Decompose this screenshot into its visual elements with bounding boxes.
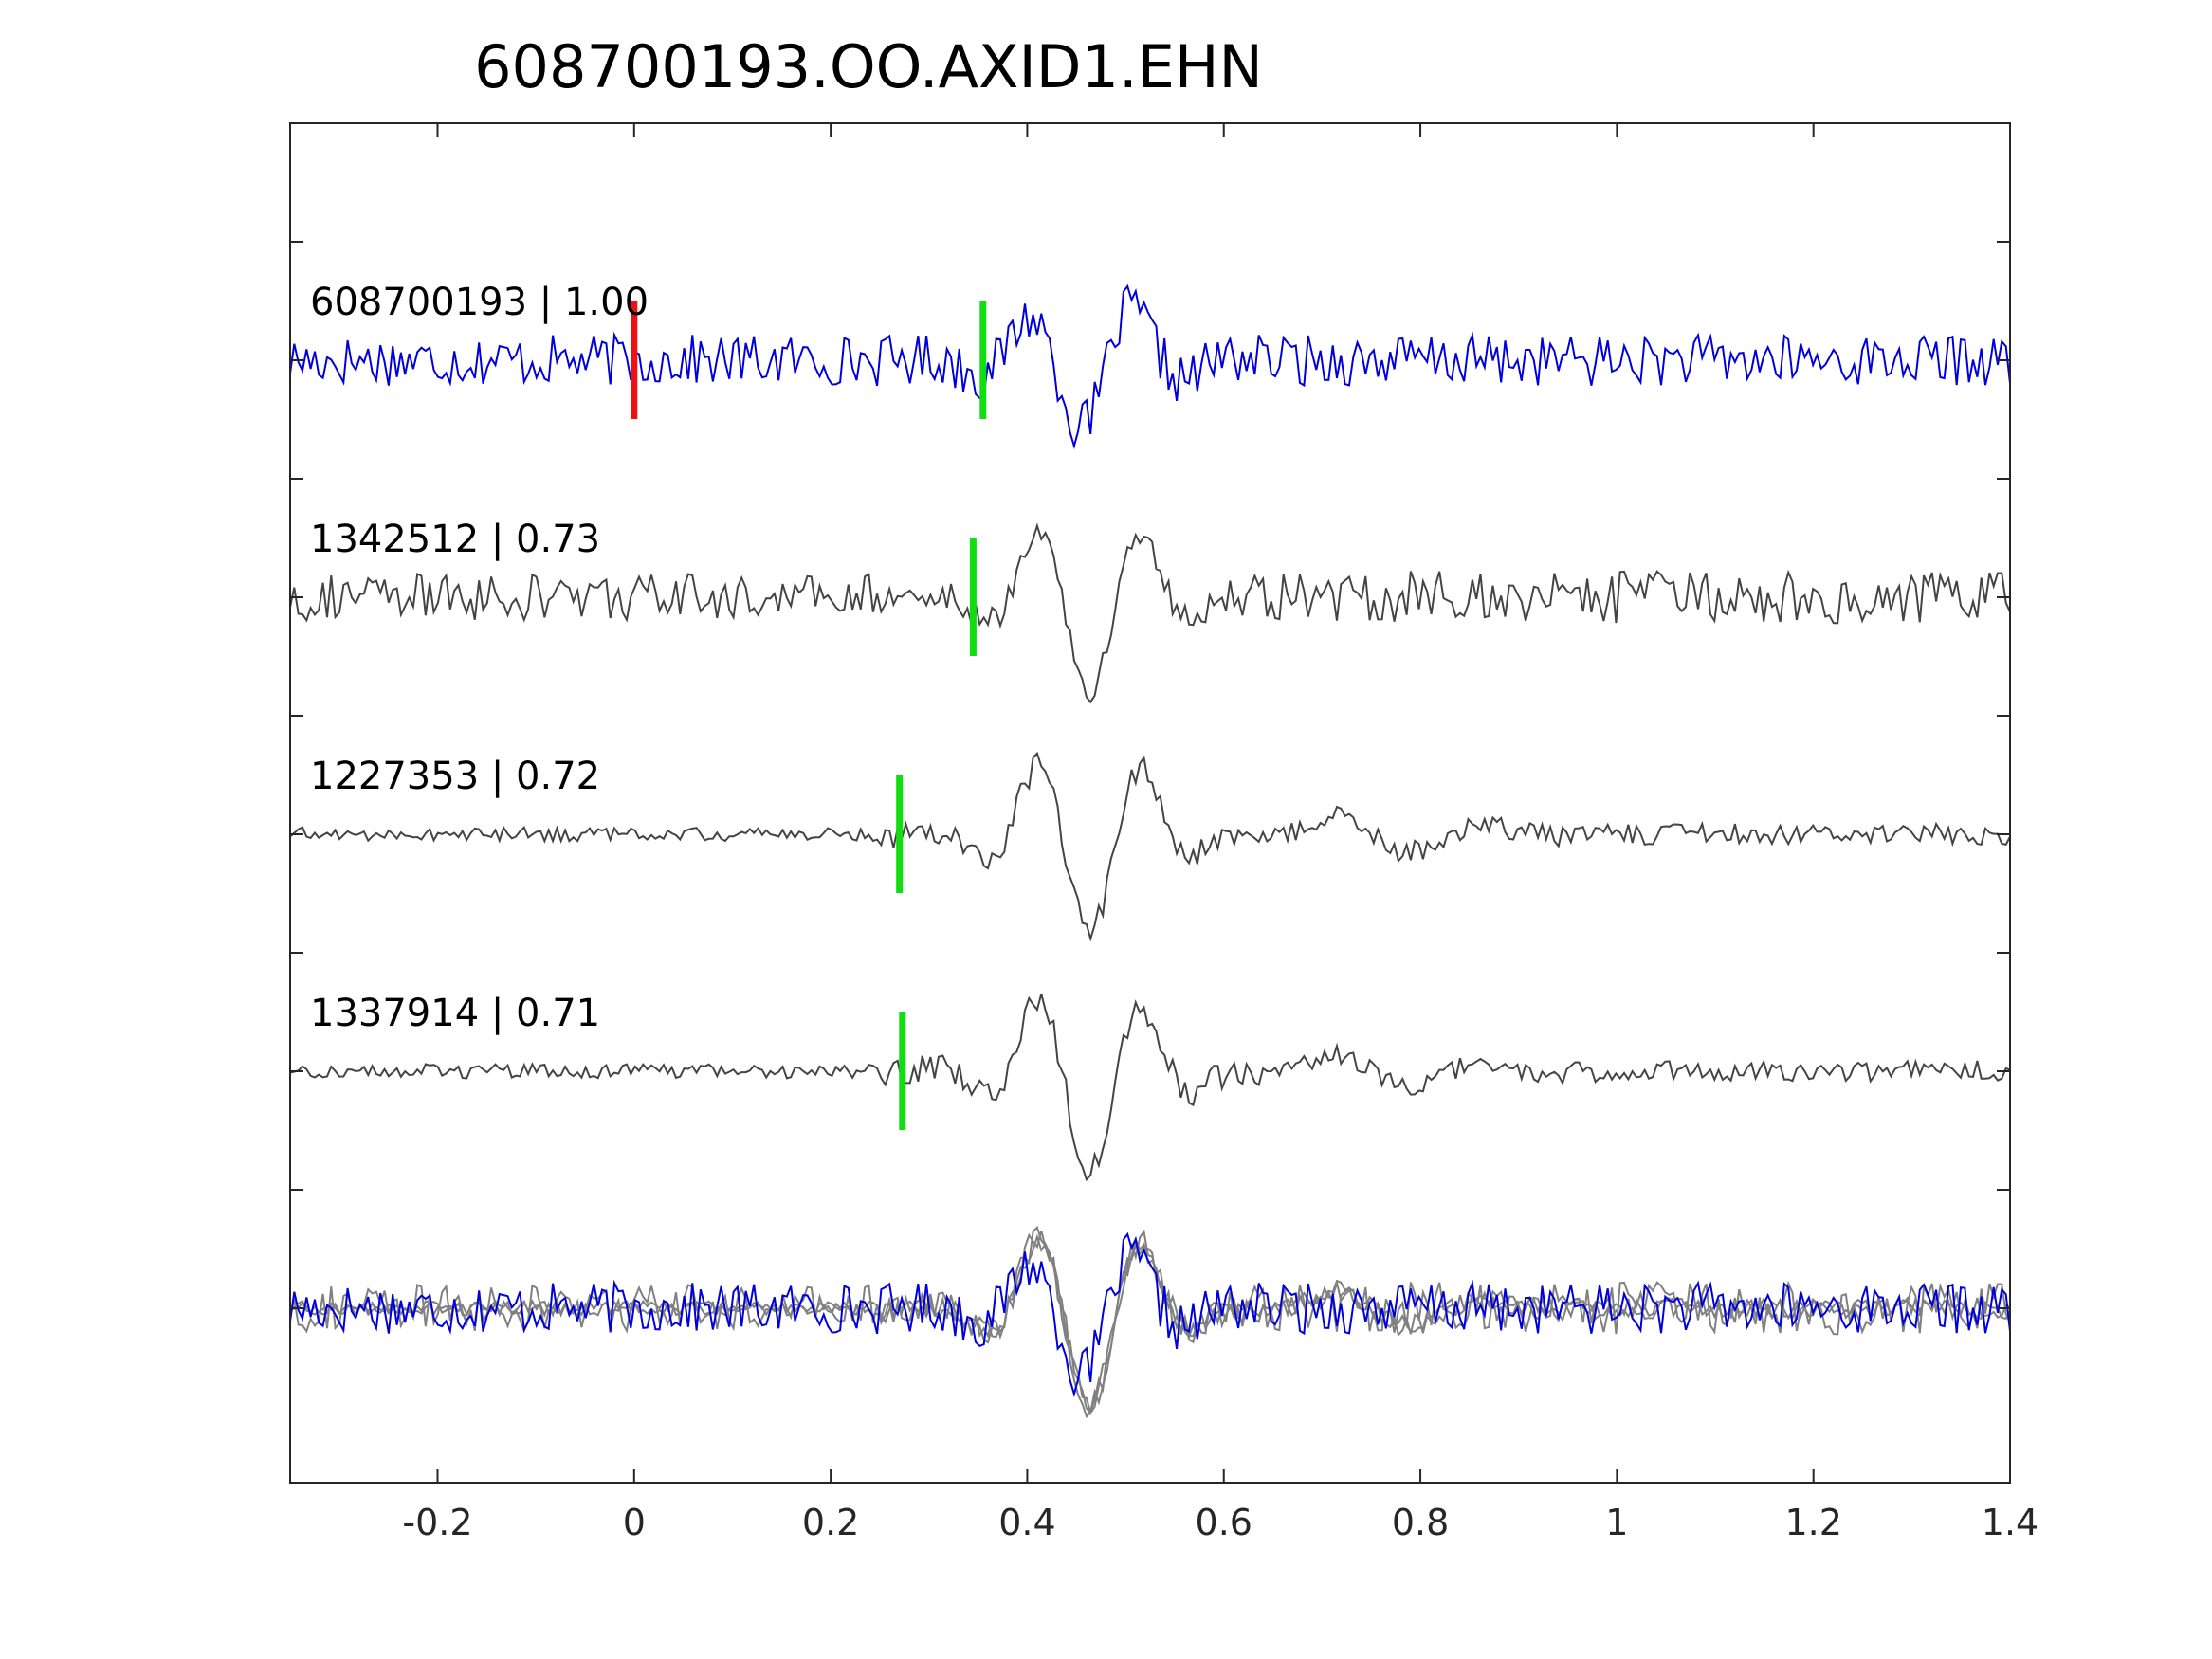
x-tick-label: 0.8 <box>1392 1502 1449 1543</box>
pick-markers <box>631 301 987 1130</box>
trace-label-1337914: 1337914 | 0.71 <box>310 992 600 1035</box>
x-tick-label: 0.4 <box>998 1502 1055 1543</box>
overlay-line-1337914 <box>289 1230 2011 1419</box>
trace-label-1227353: 1227353 | 0.72 <box>310 755 600 798</box>
x-tick-label: 0 <box>623 1502 646 1543</box>
overlay-line-1342512 <box>289 1233 2011 1415</box>
trace-group <box>289 283 2011 1419</box>
trace-label-1342512: 1342512 | 0.73 <box>310 518 600 561</box>
overlay-line-608700193 <box>289 1231 2011 1398</box>
trace-labels: 608700193 | 1.00 1342512 | 0.73 1227353 | … <box>310 281 649 1035</box>
overlay-line-1227353 <box>289 1225 2011 1416</box>
trace-line-1337914 <box>289 993 2011 1182</box>
axes-frame <box>289 122 2011 1484</box>
trace-line-1227353 <box>289 751 2011 942</box>
chart-title: 608700193.OO.AXID1.EHN <box>474 32 1263 101</box>
x-tick-label: 0.2 <box>802 1502 859 1543</box>
x-tick-label: -0.2 <box>402 1502 472 1543</box>
trace-line-1342512 <box>289 522 2011 704</box>
trace-line-608700193 <box>289 283 2011 450</box>
axis-ticks <box>290 123 2011 1483</box>
trace-label-608700193: 608700193 | 1.00 <box>310 281 649 324</box>
x-tick-label: 0.6 <box>1196 1502 1252 1543</box>
x-tick-label: 1.2 <box>1784 1502 1841 1543</box>
x-axis-tick-labels: -0.2 0 0.2 0.4 0.6 0.8 1 1.2 1.4 <box>402 1502 2038 1543</box>
x-tick-label: 1 <box>1605 1502 1628 1543</box>
x-tick-label: 1.4 <box>1982 1502 2038 1543</box>
